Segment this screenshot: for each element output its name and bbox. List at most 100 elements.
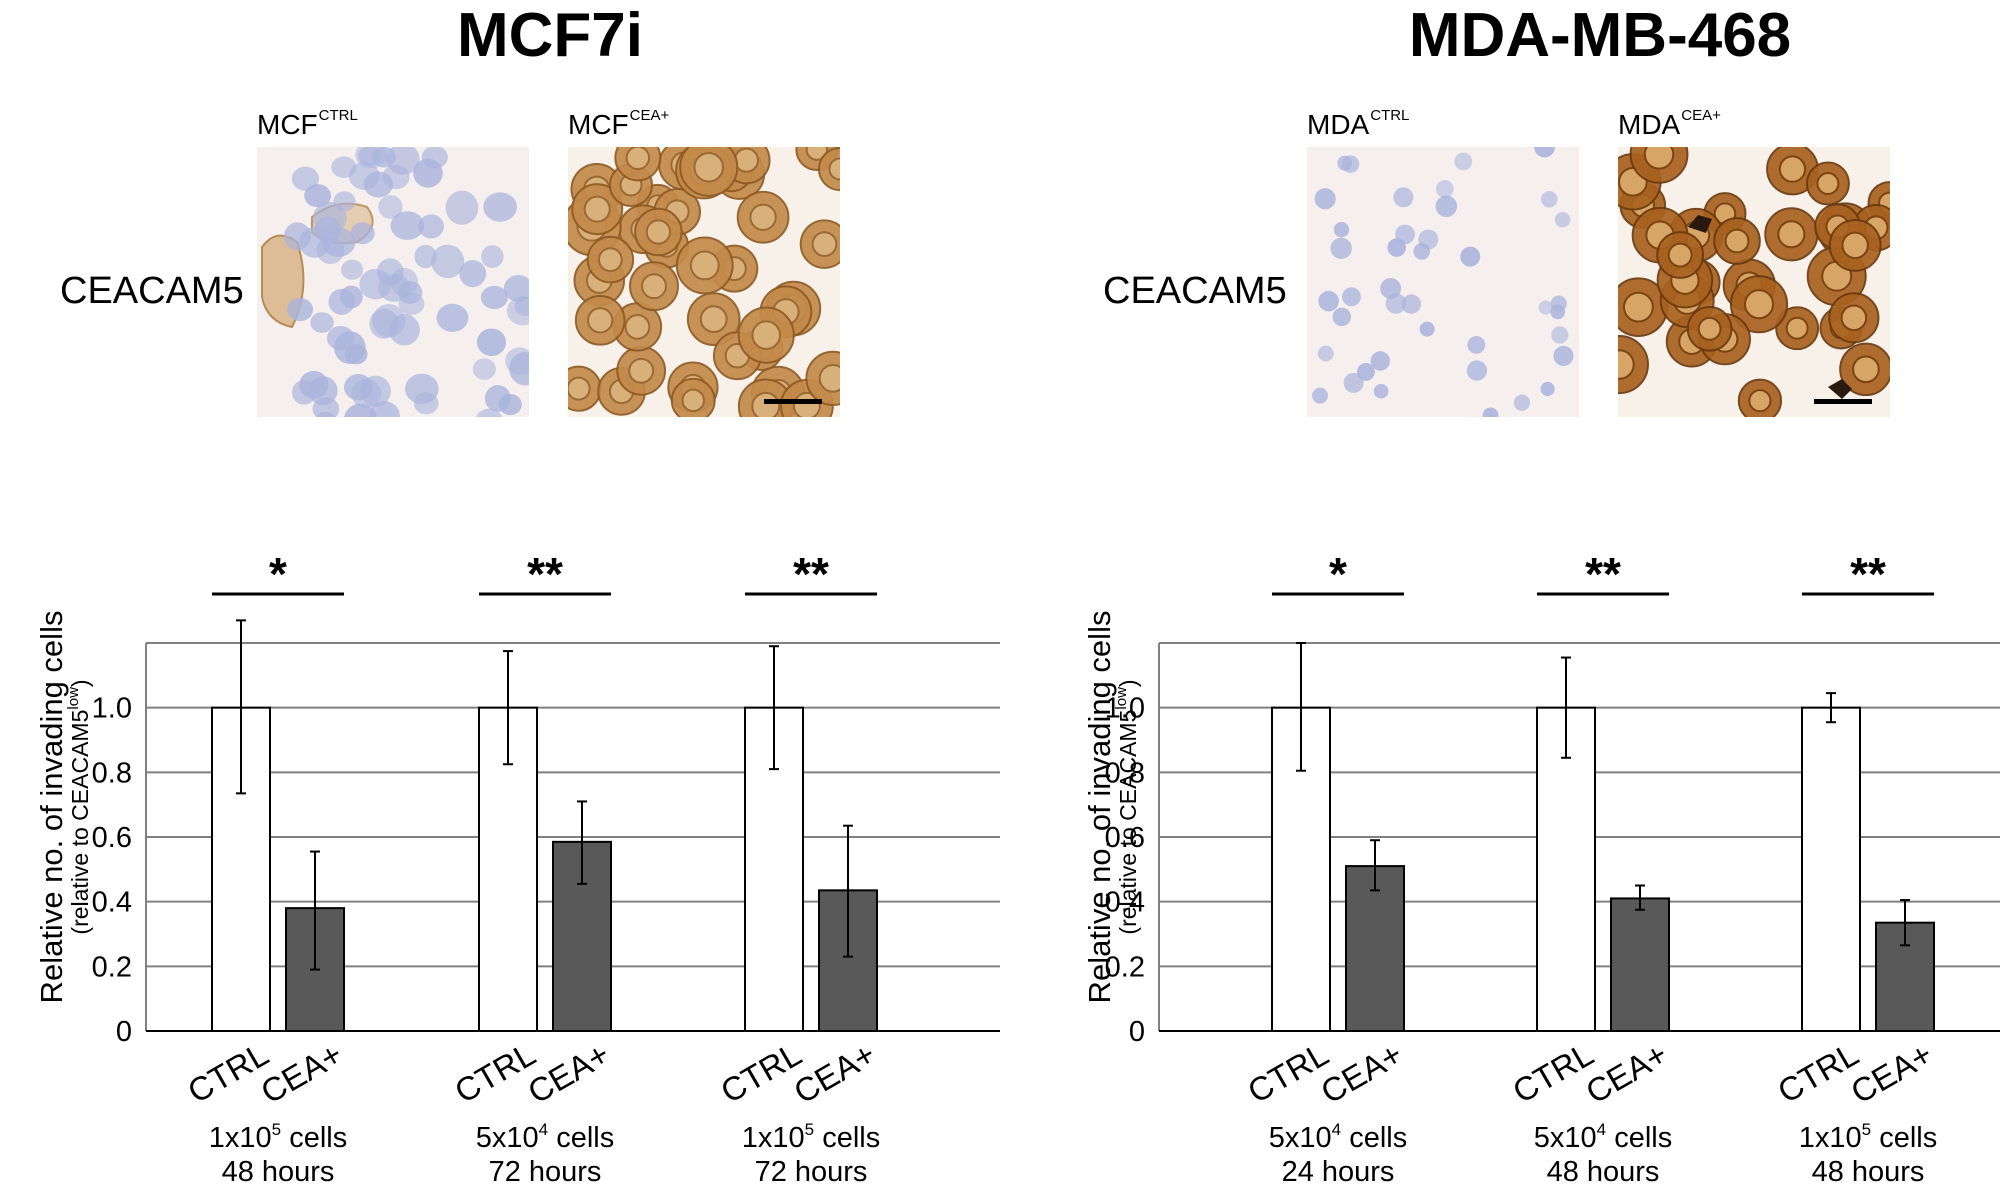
cell-nucleus xyxy=(291,166,320,191)
cell-nucleus xyxy=(1482,407,1499,417)
cell-nucleus xyxy=(1401,294,1422,314)
cell-nucleus xyxy=(749,203,777,231)
cell-nucleus xyxy=(1419,321,1435,337)
cell-nucleus xyxy=(587,307,614,334)
dark-debris xyxy=(1828,379,1852,399)
cell-nucleus xyxy=(1343,372,1364,393)
cell-nucleus xyxy=(1466,360,1487,381)
cell-nucleus xyxy=(1538,300,1553,315)
category-label-cea: CEA+ xyxy=(788,1035,882,1111)
significance-marker: ** xyxy=(793,548,829,600)
cell-nucleus xyxy=(344,344,368,365)
cell-nucleus xyxy=(483,192,517,222)
cell-nucleus xyxy=(350,222,375,245)
group-time-label: 72 hours xyxy=(489,1156,602,1188)
y-axis-subtitle-pre: (relative to CEACAM5 xyxy=(1115,710,1141,935)
category-label-ctrl: CTRL xyxy=(1506,1035,1599,1110)
group-cells-post: cells xyxy=(814,1122,880,1154)
cell-nucleus xyxy=(1333,221,1350,238)
cell-nucleus xyxy=(1540,381,1555,397)
cell-nucleus xyxy=(481,245,504,268)
y-axis-title: Relative no. of invading cells xyxy=(1082,611,1117,1004)
group-cells-exp: 5 xyxy=(272,1120,281,1139)
cell-nucleus xyxy=(1460,246,1481,267)
cell-nucleus xyxy=(1816,172,1840,196)
cell-nucleus xyxy=(358,147,382,166)
cell-nucleus xyxy=(1785,316,1809,340)
cell-nucleus xyxy=(625,147,651,171)
micrograph-mda-cea xyxy=(1618,147,1890,417)
panel-title-right: MDA-MB-468 xyxy=(1408,1,1792,70)
cell-nucleus xyxy=(1534,147,1555,158)
cell-nucleus xyxy=(1312,387,1329,404)
group-cells-exp: 4 xyxy=(539,1120,548,1139)
micrograph-canvas xyxy=(1618,147,1890,417)
group-cells-post: cells xyxy=(1606,1122,1672,1154)
cell-nucleus xyxy=(1314,188,1336,210)
group-cells-label: 5x104 cells xyxy=(476,1120,614,1154)
cell-nucleus xyxy=(339,285,363,309)
category-label-ctrl: CTRL xyxy=(181,1035,274,1110)
y-tick-label: 0.6 xyxy=(92,822,132,854)
group-time-label: 72 hours xyxy=(755,1156,868,1188)
cell-nucleus xyxy=(1852,355,1880,384)
micrograph-label-base: MCF xyxy=(257,109,318,140)
significance-marker: * xyxy=(269,548,287,600)
cell-nucleus xyxy=(1841,231,1869,260)
group-cells-pre: 1x10 xyxy=(209,1122,272,1154)
cell-nucleus xyxy=(414,244,437,269)
cell-nucleus xyxy=(431,244,465,279)
y-tick-label: 1.0 xyxy=(1105,693,1145,725)
cell-nucleus xyxy=(308,376,338,406)
y-tick-label: 0.2 xyxy=(92,951,132,983)
dark-debris xyxy=(1688,215,1712,233)
category-label-cea: CEA+ xyxy=(1315,1035,1409,1111)
category-label-ctrl: CTRL xyxy=(1771,1035,1864,1110)
group-cells-pre: 1x10 xyxy=(742,1122,805,1154)
bar-cea xyxy=(1345,865,1405,1032)
y-tick-label: 0.4 xyxy=(1105,887,1145,919)
cell-nucleus xyxy=(1724,228,1750,254)
micrograph-canvas xyxy=(568,147,840,417)
group-cells-label: 1x105 cells xyxy=(209,1120,347,1154)
cell-nucleus xyxy=(480,285,508,310)
group-cells-exp: 4 xyxy=(1597,1120,1606,1139)
cell-nucleus xyxy=(1318,290,1339,312)
group-cells-label: 1x105 cells xyxy=(742,1120,880,1154)
cell-nucleus xyxy=(1373,383,1389,399)
group-cells-pre: 5x10 xyxy=(1269,1122,1332,1154)
cell-nucleus xyxy=(1435,195,1458,218)
y-axis-subtitle: (relative to CEACAM5low) xyxy=(65,679,93,934)
cell-nucleus xyxy=(476,328,507,357)
micrograph-label-base: MCF xyxy=(568,109,629,140)
cell-nucleus xyxy=(360,375,391,407)
cell-nucleus xyxy=(333,191,356,212)
micrograph-label-mcf-ctrl: MCFCTRL xyxy=(257,107,358,141)
cell-nucleus xyxy=(1356,362,1375,381)
cell-nucleus xyxy=(645,219,672,245)
cell-nucleus xyxy=(326,325,355,351)
group-cells-exp: 4 xyxy=(1332,1120,1341,1139)
cell-nucleus xyxy=(390,267,419,297)
cell-nucleus xyxy=(386,147,420,175)
group-cells-post: cells xyxy=(1871,1122,1937,1154)
cell-nucleus xyxy=(1618,349,1635,380)
category-label-cea: CEA+ xyxy=(255,1035,349,1111)
micrograph-label-mcf-cea: MCFCEA+ xyxy=(568,107,669,141)
micrograph-mda-ctrl xyxy=(1307,147,1579,417)
stain-row-label-right: CEACAM5 xyxy=(1103,270,1287,312)
group-cells-exp: 5 xyxy=(805,1120,814,1139)
category-label-ctrl: CTRL xyxy=(714,1035,807,1110)
cell-nucleus xyxy=(372,304,406,338)
y-tick-label: 0.4 xyxy=(92,887,132,919)
cell-nucleus xyxy=(1454,152,1473,171)
y-axis-title-group: Relative no. of invading cells(relative … xyxy=(1082,611,1141,1004)
y-axis-subtitle-post: ) xyxy=(67,679,93,687)
y-axis-title-group: Relative no. of invading cells(relative … xyxy=(34,611,93,1004)
cell-nucleus xyxy=(751,391,781,417)
micrograph-mcf-ctrl xyxy=(257,147,529,417)
cell-nucleus xyxy=(818,364,840,393)
group-cells-label: 1x105 cells xyxy=(1799,1120,1937,1154)
micrograph-label-sup: CTRL xyxy=(1370,107,1410,124)
